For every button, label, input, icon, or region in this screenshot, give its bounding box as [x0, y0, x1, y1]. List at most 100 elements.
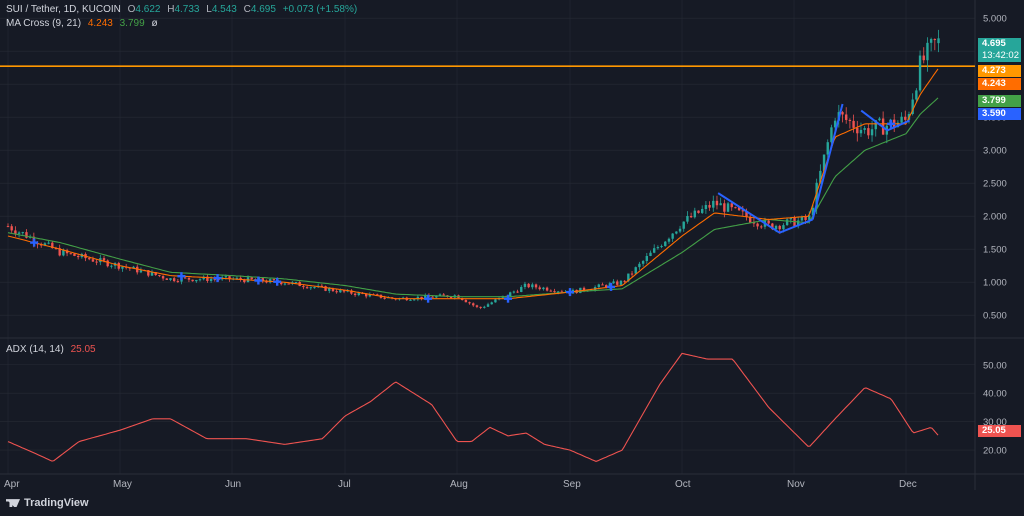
candle-body [748, 216, 752, 223]
candle-body [660, 246, 663, 248]
candle-body [512, 291, 516, 293]
candle-body [58, 248, 61, 256]
candle-body [874, 120, 877, 130]
candle-body [671, 233, 674, 239]
candle-body [822, 154, 826, 171]
candle-body [43, 243, 47, 246]
grid-lines [0, 0, 975, 474]
price-tick-label: 5.000 [983, 14, 1007, 25]
candle-body [431, 296, 434, 298]
time-axis[interactable]: Apr May Jun Jul Aug Sep Oct Nov Dec [4, 479, 917, 490]
tradingview-logo[interactable]: TradingView [6, 497, 89, 509]
adx-badge: 25.05 [978, 425, 1021, 437]
candle-body [601, 284, 604, 286]
candle-body [734, 207, 737, 209]
candle-body [335, 291, 338, 293]
price-tick-label: 1.000 [983, 278, 1007, 289]
candle-body [6, 226, 10, 228]
adx-line [7, 352, 939, 462]
candle-body [228, 276, 231, 280]
ma-legend[interactable]: MA Cross (9, 21) 4.243 3.799 ø [6, 18, 162, 29]
candle-body [161, 276, 165, 279]
candle-body [62, 250, 65, 256]
candle-body [479, 306, 482, 308]
candle-body [900, 116, 903, 123]
candle-body [726, 203, 730, 212]
candle-body [833, 120, 837, 128]
candle-body [508, 292, 512, 297]
ma-extra-value: ø [151, 18, 158, 29]
candle-body [328, 288, 331, 291]
candle-body [641, 261, 645, 264]
price-tick-label: 0.500 [983, 311, 1007, 322]
candle-body [904, 116, 907, 120]
candle-body [235, 277, 239, 279]
adx-title[interactable]: ADX (14, 14) [6, 344, 64, 355]
candle-body [261, 278, 264, 282]
price-tick-label: 2.500 [983, 179, 1007, 190]
adx-legend[interactable]: ADX (14, 14) 25.05 [6, 344, 100, 355]
candle-body [915, 90, 918, 100]
candle-body [472, 303, 475, 306]
countdown-value: 13:42:02 [982, 50, 1019, 61]
candle-body [531, 284, 534, 288]
candle-body [830, 127, 833, 143]
candle-body [664, 241, 667, 247]
candle-body [645, 255, 649, 262]
cross-marker [213, 274, 222, 283]
candle-body [76, 256, 80, 258]
candle-body [272, 279, 276, 281]
candle-body [929, 39, 933, 43]
candle-body [700, 208, 704, 213]
symbol-legend[interactable]: SUI / Tether, 1D, KUCOIN O4.622 H4.733 L… [6, 4, 361, 15]
time-tick-label-Jul: Jul [338, 479, 351, 490]
candle-body [464, 299, 468, 303]
candle-body [693, 210, 697, 218]
symbol-title[interactable]: SUI / Tether, 1D, KUCOIN [6, 4, 121, 15]
candle-body [364, 293, 368, 297]
candle-body [756, 223, 759, 227]
candle-body [320, 285, 324, 287]
candle-body [339, 290, 342, 293]
candle-body [878, 118, 881, 121]
last-price-badge: 4.695 13:42:02 [978, 38, 1021, 62]
candle-body [154, 272, 157, 276]
high-value: 4.733 [174, 4, 200, 15]
candle-body [933, 39, 937, 41]
candle-body [852, 120, 855, 128]
time-tick-label-Sep: Sep [563, 479, 581, 490]
candle-body [778, 225, 781, 230]
candle-body [106, 260, 109, 267]
candle-body [771, 223, 774, 230]
time-tick-label-May: May [113, 479, 132, 490]
candle-body [191, 279, 194, 282]
candle-body [516, 291, 519, 293]
adx-axis[interactable]: 20.00 30.00 40.00 50.00 [983, 360, 1007, 456]
adx-tick-label: 30.00 [983, 417, 1007, 428]
candle-body [797, 220, 800, 227]
candle-body [313, 287, 316, 289]
change-value: +0.073 (+1.58%) [282, 4, 358, 15]
candle-body [627, 273, 630, 282]
candle-body [165, 278, 168, 280]
candle-body [350, 290, 353, 294]
cross-marker [504, 294, 513, 303]
candle-body [158, 275, 161, 277]
candle-body [65, 250, 69, 254]
candle-body [926, 42, 929, 61]
candle-body [715, 200, 719, 206]
candle-body [195, 279, 198, 282]
candle-body [147, 270, 150, 276]
open-label: O [127, 4, 136, 15]
candle-body [752, 222, 756, 224]
candle-body [121, 266, 124, 269]
time-tick-label-Dec: Dec [899, 479, 917, 490]
candle-body [730, 203, 733, 208]
candle-body [520, 286, 523, 292]
ma-title[interactable]: MA Cross (9, 21) [6, 18, 82, 29]
candle-body [527, 283, 530, 288]
candle-body [656, 247, 660, 249]
